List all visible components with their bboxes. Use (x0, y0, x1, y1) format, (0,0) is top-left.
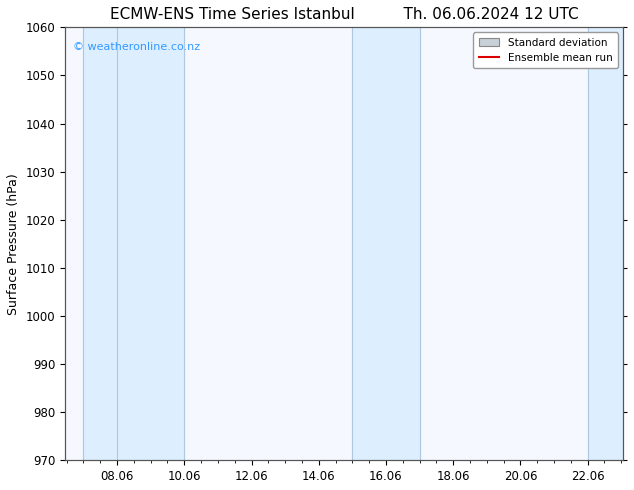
Text: © weatheronline.co.nz: © weatheronline.co.nz (74, 43, 200, 52)
Y-axis label: Surface Pressure (hPa): Surface Pressure (hPa) (7, 173, 20, 315)
Title: ECMW-ENS Time Series Istanbul          Th. 06.06.2024 12 UTC: ECMW-ENS Time Series Istanbul Th. 06.06.… (110, 7, 578, 22)
Bar (84, 27, 117, 460)
Bar (353, 27, 420, 460)
Legend: Standard deviation, Ensemble mean run: Standard deviation, Ensemble mean run (474, 32, 618, 68)
Bar (588, 27, 623, 460)
Bar (117, 27, 184, 460)
